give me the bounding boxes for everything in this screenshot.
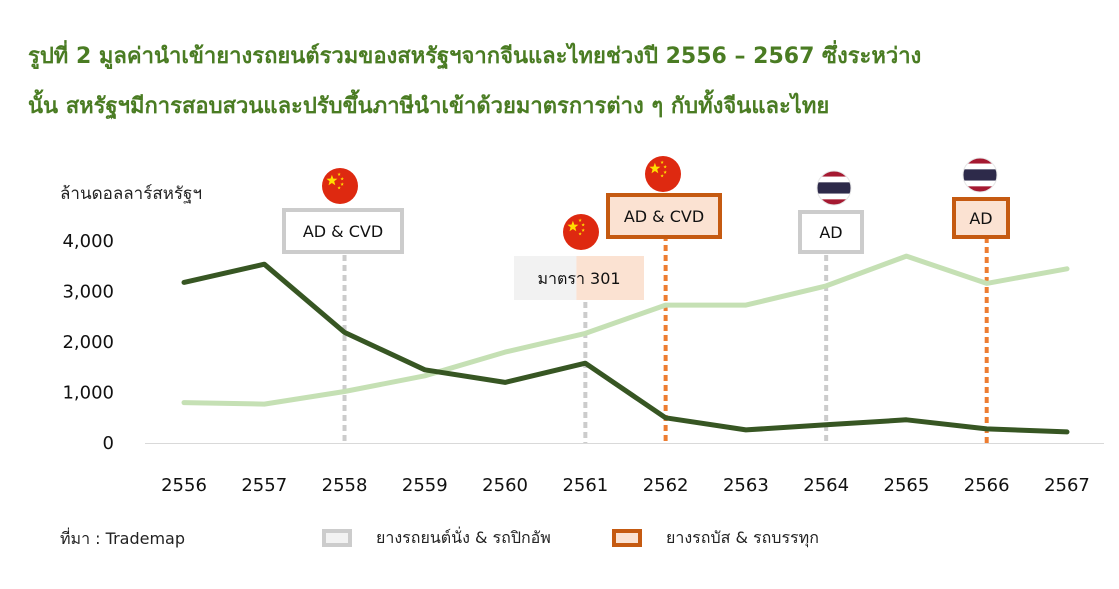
y-tick-label: 0 <box>103 433 114 454</box>
annotation-2564: AD <box>798 210 864 254</box>
annotation-box <box>282 208 404 254</box>
x-tick-label: 2558 <box>322 475 368 496</box>
legend-item-truck: ยางรถบัส & รถบรรทุก <box>612 527 819 549</box>
chart-title-line-2: นั้น สหรัฐฯมีการสอบสวนและปรับขึ้นภาษีนำเ… <box>28 94 830 119</box>
legend-item-passenger: ยางรถยนต์นั่ง & รถปิกอัพ <box>322 527 551 549</box>
china-flag-icon <box>645 156 681 192</box>
y-tick-label: 2,000 <box>62 332 114 353</box>
series-line-passenger <box>181 253 1070 407</box>
y-tick-label: 1,000 <box>62 383 114 404</box>
annotation-box <box>606 193 722 239</box>
china-flag-icon <box>322 168 358 204</box>
annotation-2561: มาตรา 301 <box>514 256 644 300</box>
x-tick-label: 2563 <box>723 475 769 496</box>
annotation-box-left <box>514 256 577 300</box>
x-tick-label: 2560 <box>482 475 528 496</box>
chart-title-line-1: รูปที่ 2 มูลค่านำเข้ายางรถยนต์รวมของสหรั… <box>28 44 922 69</box>
annotation-2562: AD & CVD <box>606 193 722 239</box>
annotation-label: AD <box>969 209 992 228</box>
source-note: ที่มา : Trademap <box>60 529 185 548</box>
y-tick-label: 4,000 <box>62 231 114 252</box>
annotation-2558: AD & CVD <box>282 208 404 254</box>
annotation-box <box>798 210 864 254</box>
x-tick-label: 2557 <box>241 475 287 496</box>
x-tick-label: 2565 <box>884 475 930 496</box>
annotation-label: AD <box>819 223 842 242</box>
x-tick-label: 2556 <box>161 475 207 496</box>
x-tick-label: 2564 <box>803 475 849 496</box>
annotation-box-right <box>576 256 644 300</box>
x-tick-label: 2559 <box>402 475 448 496</box>
legend-swatch-passenger <box>322 529 352 547</box>
annotation-box <box>952 197 1010 239</box>
x-tick-label: 2566 <box>964 475 1010 496</box>
annotation-label: AD & CVD <box>303 222 383 241</box>
y-axis-label: ล้านดอลลาร์สหรัฐฯ <box>60 184 202 204</box>
series-line-truck <box>181 261 1070 435</box>
china-flag-icon <box>563 214 599 250</box>
annotation-label: มาตรา 301 <box>537 269 620 288</box>
legend-label-truck: ยางรถบัส & รถบรรทุก <box>666 527 819 547</box>
x-tick-label: 2567 <box>1044 475 1090 496</box>
legend-swatch-truck <box>612 529 642 547</box>
annotation-2566: AD <box>952 197 1010 239</box>
x-tick-label: 2562 <box>643 475 689 496</box>
thailand-flag-icon <box>962 157 998 193</box>
x-tick-label: 2561 <box>562 475 608 496</box>
annotation-label: AD & CVD <box>624 207 704 226</box>
thailand-flag-icon <box>816 170 852 206</box>
legend-label-passenger: ยางรถยนต์นั่ง & รถปิกอัพ <box>376 527 551 547</box>
y-tick-label: 3,000 <box>62 282 114 303</box>
